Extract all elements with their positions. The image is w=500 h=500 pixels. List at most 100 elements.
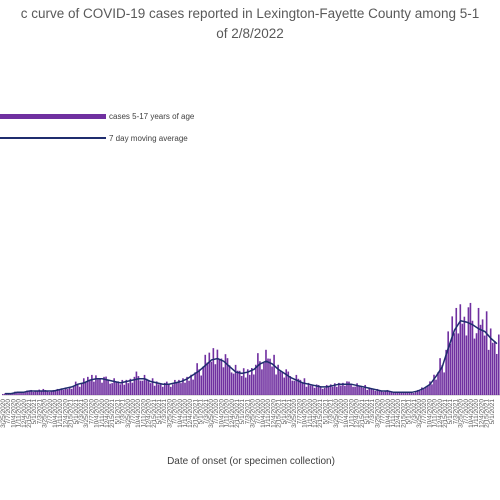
bar-cases	[78, 386, 81, 395]
x-tick-label: 2/15/2021	[400, 399, 407, 428]
bar-cases	[364, 384, 366, 395]
x-tick-label: 1/11/2020	[432, 399, 439, 428]
bar-cases	[214, 364, 217, 395]
bar-cases	[289, 376, 292, 395]
bar-cases	[16, 392, 18, 395]
bar-cases	[495, 353, 498, 395]
x-tick-label: 3/25/2020	[250, 399, 257, 428]
bar-cases	[216, 349, 219, 395]
x-tick-label: 1/11/2020	[182, 399, 189, 428]
bar-cases	[257, 353, 259, 395]
x-tick-label: 3/25/2020	[416, 399, 423, 428]
bar-cases	[12, 393, 14, 395]
bar-cases	[374, 390, 377, 395]
x-tick-label: 3/25/2020	[0, 399, 7, 428]
bar-cases	[471, 320, 474, 395]
x-tick-label: 7/3/2021	[36, 399, 43, 425]
bar-cases	[477, 307, 480, 395]
x-tick-label: 2/15/2021	[192, 399, 199, 428]
bar-cases	[321, 388, 324, 395]
x-tick-label: 7/3/2021	[244, 399, 251, 425]
bar-cases	[22, 391, 24, 395]
bar-cases	[338, 382, 340, 395]
bar-cases	[362, 387, 364, 395]
x-tick-label: 3/25/2020	[125, 399, 132, 428]
bar-cases	[153, 385, 156, 395]
bar-cases	[323, 387, 326, 395]
bar-cases	[125, 379, 128, 395]
x-tick-label: 7/3/2021	[120, 399, 127, 425]
bar-cases	[443, 372, 445, 395]
bar-cases	[220, 358, 223, 395]
bar-cases	[226, 358, 229, 395]
x-tick-label: 2/15/2021	[317, 399, 324, 428]
bar-cases	[186, 376, 188, 395]
bar-cases	[113, 378, 115, 395]
bar-cases	[329, 384, 332, 395]
bar-cases	[30, 389, 32, 395]
x-tick-label: 7/7/2020	[172, 399, 179, 425]
bar-cases	[287, 371, 290, 395]
x-tick-label: 1/11/2020	[265, 399, 272, 428]
bar-cases	[68, 386, 71, 395]
bar-cases	[246, 369, 249, 395]
bar-cases	[180, 383, 182, 395]
bar-cases	[159, 384, 162, 395]
bar-cases	[58, 390, 61, 395]
bar-cases	[208, 352, 211, 395]
bar-cases	[421, 387, 423, 395]
x-tick-label: 5/1/2021	[322, 399, 329, 425]
x-tick-label: 1/11/2020	[390, 399, 397, 428]
bar-cases	[192, 379, 194, 395]
bar-cases	[123, 384, 126, 395]
x-tick-label: 3/25/2020	[374, 399, 381, 428]
bar-cases	[238, 370, 241, 395]
x-tick-label: 10/4/2020	[385, 399, 392, 428]
bar-cases	[204, 354, 207, 395]
bar-cases	[360, 385, 362, 395]
bar-cases	[64, 387, 67, 395]
bar-cases	[149, 383, 152, 395]
bar-cases	[6, 393, 8, 395]
bar-cases	[261, 369, 263, 395]
bar-cases	[107, 380, 109, 395]
bar-cases	[463, 316, 466, 395]
x-tick-label: 12/4/2020	[229, 399, 236, 428]
x-tick-label: 7/3/2021	[328, 399, 335, 425]
x-tick-label: 5/1/2021	[364, 399, 371, 425]
x-tick-label: 5/1/2021	[489, 399, 496, 425]
bar-cases	[402, 392, 405, 395]
bar-cases	[265, 349, 267, 395]
x-tick-label: 2/15/2021	[484, 399, 491, 428]
bar-cases	[222, 367, 225, 395]
bar-cases	[427, 385, 429, 395]
bar-cases	[455, 307, 458, 395]
x-tick-label: 3/25/2020	[291, 399, 298, 428]
bar-cases	[394, 391, 397, 395]
bar-cases	[291, 380, 294, 395]
bar-cases	[170, 386, 172, 395]
bar-cases	[85, 381, 87, 395]
legend-swatch-cases	[0, 113, 106, 119]
bar-cases	[406, 391, 409, 395]
x-tick-label: 10/4/2020	[218, 399, 225, 428]
bar-cases	[251, 368, 253, 395]
legend-label-moving-average: 7 day moving average	[109, 133, 188, 143]
x-tick-label: 7/3/2021	[286, 399, 293, 425]
bar-cases	[327, 386, 330, 395]
bar-cases	[372, 389, 375, 395]
bar-cases	[99, 378, 101, 395]
bar-cases	[380, 390, 383, 395]
bar-cases	[431, 384, 433, 395]
bar-cases	[165, 381, 168, 395]
bar-cases	[305, 386, 308, 395]
bar-cases	[76, 384, 79, 395]
bar-cases	[319, 386, 322, 395]
bar-cases	[487, 349, 490, 395]
x-tick-label: 7/3/2021	[78, 399, 85, 425]
bar-cases	[263, 362, 265, 395]
bar-cases	[388, 390, 391, 395]
bar-cases	[356, 383, 358, 395]
bar-cases	[242, 368, 245, 395]
bar-cases	[410, 392, 413, 395]
